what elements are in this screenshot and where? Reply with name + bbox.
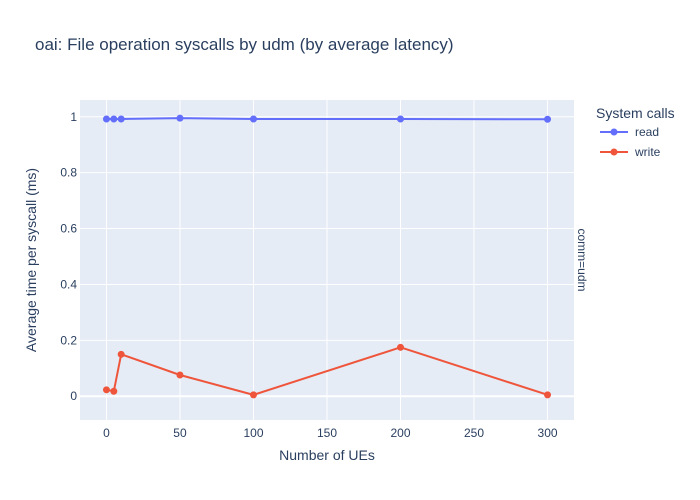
y-axis-ticks: 0 0.2 0.4 0.6 0.8 1 xyxy=(60,110,77,403)
data-point-read xyxy=(102,115,110,123)
y-axis-label: Average time per syscall (ms) xyxy=(23,168,39,352)
data-point-write xyxy=(249,391,257,399)
data-point-write xyxy=(176,371,184,379)
legend-label-read: read xyxy=(635,125,659,139)
data-point-read xyxy=(176,114,184,122)
data-point-read xyxy=(544,115,552,123)
x-tick-label: 250 xyxy=(464,426,484,440)
x-tick-label: 150 xyxy=(317,426,337,440)
x-tick-label: 300 xyxy=(538,426,558,440)
y-tick-label: 0.2 xyxy=(60,333,77,347)
data-point-read xyxy=(249,115,257,123)
series-line-read xyxy=(106,117,548,121)
y-tick-label: 0.8 xyxy=(60,166,77,180)
x-axis-ticks: 0 50 100 150 200 250 300 xyxy=(103,426,558,440)
legend-label-write: write xyxy=(634,145,661,159)
x-tick-label: 50 xyxy=(173,426,187,440)
y-tick-label: 0.4 xyxy=(60,277,77,291)
data-point-read xyxy=(110,115,118,123)
legend-marker-write xyxy=(610,148,618,156)
x-tick-label: 200 xyxy=(390,426,410,440)
facet-label: comm=udm xyxy=(575,228,589,291)
legend-title: System calls xyxy=(596,105,675,121)
y-tick-label: 0 xyxy=(70,389,77,403)
series-layer xyxy=(102,114,552,399)
x-tick-label: 100 xyxy=(243,426,263,440)
y-tick-label: 0.6 xyxy=(60,222,77,236)
data-point-read xyxy=(397,115,405,123)
data-point-write xyxy=(102,386,110,394)
data-point-read xyxy=(117,115,125,123)
y-tick-label: 1 xyxy=(70,110,77,124)
x-axis-label: Number of UEs xyxy=(279,447,375,463)
data-point-write xyxy=(544,391,552,399)
data-point-write xyxy=(117,350,125,358)
data-point-write xyxy=(110,387,118,395)
legend-marker-read xyxy=(610,128,618,136)
x-tick-label: 0 xyxy=(103,426,110,440)
chart-title: oai: File operation syscalls by udm (by … xyxy=(35,35,454,54)
legend: System calls read write xyxy=(596,105,675,159)
gridlines xyxy=(80,100,574,420)
data-point-write xyxy=(397,343,405,351)
